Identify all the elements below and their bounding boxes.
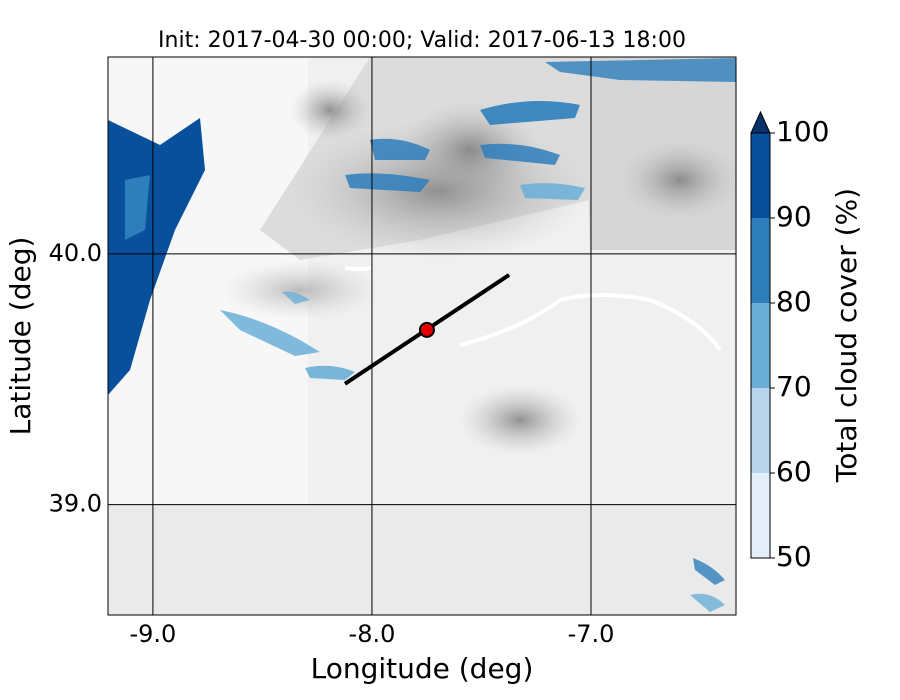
colorbar-segment	[751, 218, 770, 303]
colorbar-segment	[751, 133, 770, 218]
colorbar-segment	[751, 388, 770, 473]
x-axis-label: Longitude (deg)	[311, 652, 534, 685]
x-tick-label: -8.0	[349, 620, 396, 648]
point-marker	[418, 321, 435, 338]
colorbar-tick-label: 90	[776, 200, 812, 233]
colorbar-extend	[750, 110, 771, 134]
colorbar-frame	[750, 132, 771, 559]
colorbar-segment	[751, 473, 770, 558]
map-background	[108, 57, 736, 615]
y-tick-label: 39.0	[49, 490, 102, 518]
colorbar-tick-label: 70	[776, 370, 812, 403]
colorbar-tick-label: 100	[776, 115, 829, 148]
x-tick-label: -7.0	[568, 620, 615, 648]
y-axis-label: Latitude (deg)	[4, 237, 37, 436]
colorbar-tick-label: 50	[776, 540, 812, 573]
colorbar-tick-label: 80	[776, 285, 812, 318]
x-tick-label: -9.0	[129, 620, 176, 648]
plot-frame	[107, 56, 737, 616]
colorbar-tick-label: 60	[776, 455, 812, 488]
colorbar-label: Total cloud cover (%)	[830, 188, 863, 483]
colorbar-segment	[751, 303, 770, 388]
grid	[108, 57, 736, 615]
chart-title: Init: 2017-04-30 00:00; Valid: 2017-06-1…	[158, 28, 686, 53]
y-tick-label: 40.0	[49, 239, 102, 267]
